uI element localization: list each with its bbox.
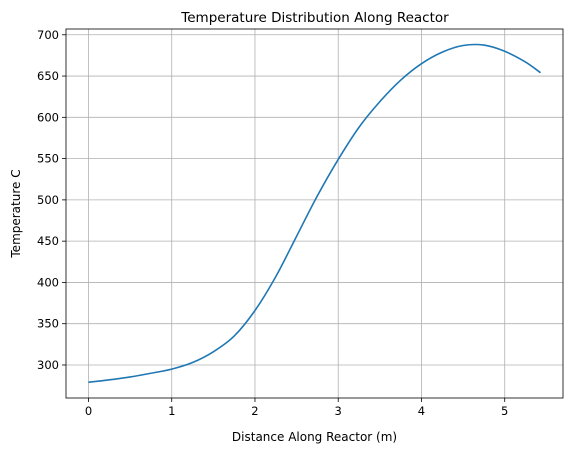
x-tick-label: 2 [251,404,258,418]
plot-frame [65,28,564,399]
y-tick-label: 400 [37,275,59,289]
y-tick-label: 550 [37,152,59,166]
x-axis-label: Distance Along Reactor (m) [232,430,397,444]
x-tick-label: 0 [85,404,92,418]
chart-title: Temperature Distribution Along Reactor [180,10,449,26]
ticks: 0 1 2 3 4 5 300 350 400 450 500 550 600 650 700 [37,28,508,418]
series-line [88,43,541,384]
y-tick-label: 450 [37,234,59,248]
y-tick-label: 500 [37,193,59,207]
y-tick-label: 300 [37,358,59,372]
x-tick-label: 3 [335,404,342,418]
x-tick-label: 1 [168,404,175,418]
x-tick-label: 5 [501,404,508,418]
y-tick-label: 650 [37,69,59,83]
y-axis-label: Temperature C [9,169,23,258]
series-layer [88,43,541,384]
y-tick-label: 350 [37,317,59,331]
y-tick-label: 700 [37,28,59,42]
y-tick-label: 600 [37,110,59,124]
grid [66,29,563,398]
x-tick-label: 4 [418,404,425,418]
